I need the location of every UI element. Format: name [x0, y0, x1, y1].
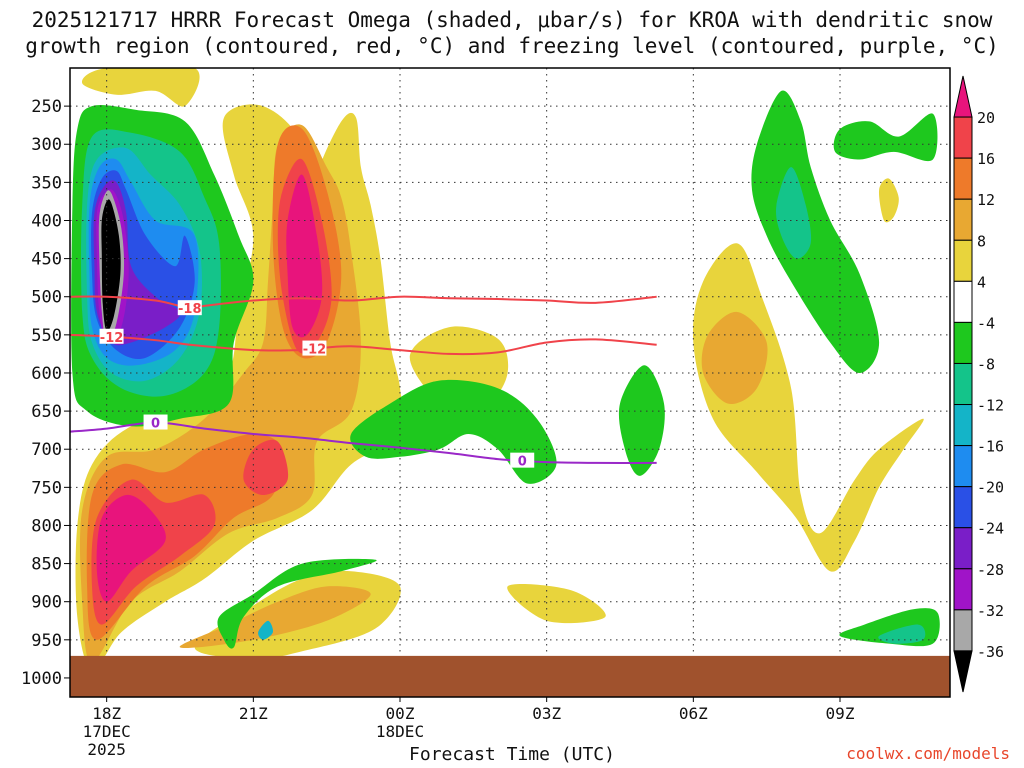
- omega-region-14: [243, 439, 289, 495]
- contour-line-1: [70, 333, 657, 356]
- ytick-label-250: 250: [31, 97, 62, 117]
- ytick-label-700: 700: [31, 440, 62, 460]
- omega-region-21: [833, 113, 938, 162]
- omega-region-20: [751, 90, 880, 373]
- omega-region-34: [101, 199, 121, 332]
- ytick-label-500: 500: [31, 288, 62, 308]
- chart-title-line-2: growth region (contoured, red, °C) and f…: [25, 34, 999, 58]
- colorbar-label-10: -24: [977, 520, 1004, 538]
- xtick-sublabel-18Z: 17DEC: [83, 722, 131, 741]
- ground-layer: [70, 655, 950, 697]
- colorbar-swatch-5: [953, 280, 973, 323]
- ground-fill: [70, 655, 950, 697]
- contour-label-bg-2-1: [510, 452, 535, 468]
- xtick-label-00Z: 00Z: [386, 704, 415, 723]
- x-axis-label: Forecast Time (UTC): [409, 744, 615, 765]
- colorbar-label-13: -36: [977, 643, 1004, 661]
- omega-region-26: [878, 624, 926, 644]
- omega-shading: [71, 68, 940, 671]
- colorbar-label-0: 20: [977, 109, 995, 127]
- contour-line-0: [70, 295, 657, 310]
- contour-label-0-0: -18: [178, 302, 202, 317]
- colorbar: 20 16 12 8 4 -4 -8 -12 -16 -20 -24 -28 -32 -36: [953, 75, 1004, 693]
- xtick-label-09Z: 09Z: [826, 704, 855, 723]
- plot-frame: [69, 67, 951, 698]
- colorbar-swatch-14: [953, 650, 973, 693]
- omega-region-19: [618, 365, 665, 476]
- omega-region-15: [96, 494, 166, 602]
- colorbar-swatch-12: [953, 568, 973, 611]
- xtick-label-06Z: 06Z: [679, 704, 708, 723]
- ytick-label-400: 400: [31, 211, 62, 231]
- colorbar-label-9: -20: [977, 479, 1004, 497]
- y-axis-ticks: 250 300 350 400 450 500 550 600 650 700 750 800 850 9…: [21, 97, 70, 689]
- ytick-label-600: 600: [31, 364, 62, 384]
- ytick-label-550: 550: [31, 326, 62, 346]
- contour-label-bg-0-0: [177, 300, 202, 316]
- contour-label-bg-2-0: [143, 414, 168, 430]
- ytick-label-450: 450: [31, 250, 62, 270]
- ytick-label-1000: 1000: [21, 669, 62, 689]
- ytick-label-800: 800: [31, 516, 62, 536]
- colorbar-label-1: 16: [977, 150, 995, 168]
- colorbar-swatch-0: [953, 75, 973, 118]
- colorbar-label-12: -32: [977, 602, 1004, 620]
- contour-label-bg-1-0: [99, 328, 124, 344]
- xtick-label-21Z: 21Z: [239, 704, 268, 723]
- ytick-label-300: 300: [31, 135, 62, 155]
- colorbar-swatch-6: [953, 321, 973, 364]
- xtick-sublabel-00Z: 18DEC: [376, 722, 424, 741]
- site-credit: coolwx.com/models: [846, 744, 1010, 763]
- omega-region-18: [350, 379, 557, 484]
- colorbar-swatch-7: [953, 362, 973, 406]
- colorbar-swatch-2: [953, 157, 973, 200]
- colorbar-label-11: -28: [977, 561, 1004, 579]
- xtick-label-18Z: 18Z: [92, 704, 121, 723]
- colorbar-swatch-13: [953, 609, 973, 652]
- temperature-contours: -18 -12 -12 0 0: [70, 295, 657, 470]
- omega-region-5: [878, 178, 899, 223]
- xtick-sublabel2-18Z: 2025: [87, 740, 126, 759]
- colorbar-label-6: -8: [977, 355, 995, 373]
- omega-region-25: [775, 167, 812, 259]
- colorbar-swatch-3: [953, 198, 973, 241]
- contour-label-bg-1-1: [302, 340, 327, 356]
- colorbar-swatch-1: [953, 116, 973, 159]
- chart-title-line-1: 2025121717 HRRR Forecast Omega (shaded, …: [31, 8, 993, 32]
- omega-region-16: [286, 174, 323, 338]
- grid-lines: [70, 68, 950, 655]
- ytick-label-850: 850: [31, 555, 62, 575]
- colorbar-swatch-10: [953, 486, 973, 529]
- colorbar-label-5: -4: [977, 314, 995, 332]
- contour-label-2-1: 0: [518, 455, 527, 470]
- omega-region-6: [507, 584, 606, 624]
- ytick-label-950: 950: [31, 631, 62, 651]
- colorbar-swatch-9: [953, 445, 973, 488]
- plot-border: [69, 67, 951, 698]
- ytick-label-900: 900: [31, 593, 62, 613]
- omega-region-28: [258, 620, 274, 640]
- colorbar-label-7: -12: [977, 397, 1004, 415]
- colorbar-swatch-11: [953, 527, 973, 570]
- colorbar-label-8: -16: [977, 438, 1004, 456]
- colorbar-label-2: 12: [977, 191, 995, 209]
- colorbar-label-3: 8: [977, 232, 986, 250]
- ytick-label-350: 350: [31, 173, 62, 193]
- contour-label-2-0: 0: [151, 417, 160, 432]
- omega-region-3: [82, 68, 200, 107]
- ytick-label-750: 750: [31, 478, 62, 498]
- colorbar-label-4: 4: [977, 273, 986, 291]
- colorbar-swatch-4: [953, 239, 973, 282]
- xtick-label-03Z: 03Z: [532, 704, 561, 723]
- contour-label-1-1: -12: [303, 343, 327, 358]
- ytick-label-650: 650: [31, 402, 62, 422]
- colorbar-swatch-8: [953, 404, 973, 447]
- contour-label-1-0: -12: [100, 331, 124, 346]
